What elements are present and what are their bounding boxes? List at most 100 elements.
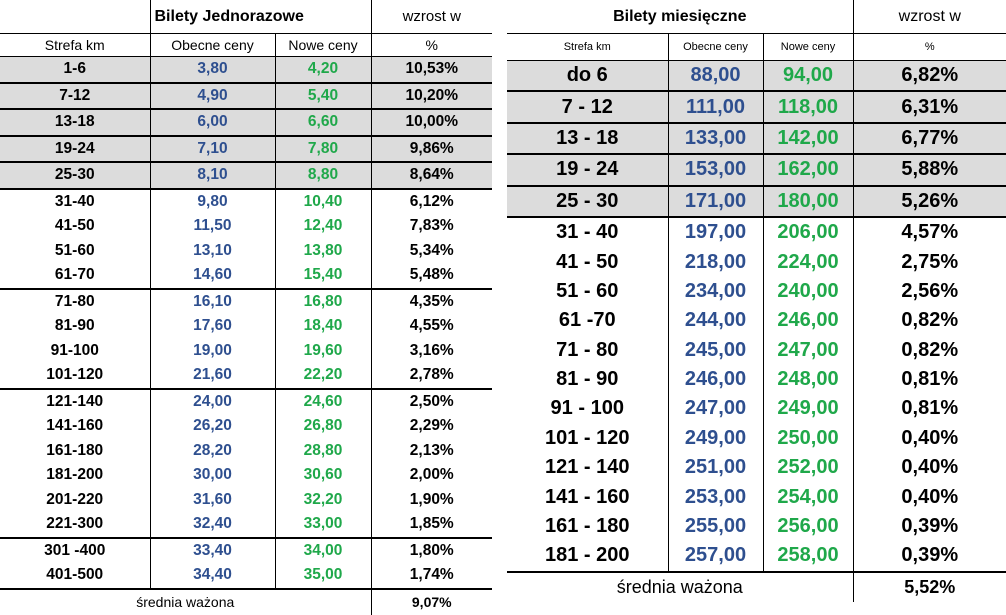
table-row: 91-100 19,00 19,60 3,16% bbox=[0, 338, 492, 363]
table-row: 101-120 21,60 22,20 2,78% bbox=[0, 363, 492, 389]
new-price-cell: 33,00 bbox=[274, 512, 371, 538]
new-price-cell: 118,00 bbox=[762, 90, 854, 123]
zone-cell: 121 - 140 bbox=[544, 456, 630, 479]
growth-pct-cell: 2,13% bbox=[370, 438, 492, 463]
table-row: 25 - 30 171,00 180,00 5,26% bbox=[507, 184, 1006, 217]
zone-cell: 101-120 bbox=[46, 366, 104, 384]
growth-pct-cell: 5,88% bbox=[852, 153, 1006, 186]
zone-cell: 181 - 200 bbox=[544, 544, 630, 567]
zone-cell: 61-70 bbox=[54, 266, 95, 284]
monthly-ticket-table: Bilety miesięczne wzrost w Strefa km Obe… bbox=[507, 0, 1006, 602]
single-footer-value: 9,07% bbox=[370, 587, 492, 615]
table-row: 41 - 50 218,00 224,00 2,75% bbox=[507, 247, 1006, 277]
zone-cell: 1-6 bbox=[0, 56, 150, 83]
table-row: 31-40 9,80 10,40 6,12% bbox=[0, 187, 492, 214]
new-price-cell: 26,80 bbox=[274, 414, 371, 439]
current-price-cell: 257,00 bbox=[667, 541, 763, 572]
table-row: 71-80 16,10 16,80 4,35% bbox=[0, 287, 492, 314]
growth-pct-cell: 1,74% bbox=[370, 563, 492, 589]
current-price-cell: 6,00 bbox=[149, 108, 275, 136]
current-price-cell: 3,80 bbox=[149, 56, 275, 83]
current-price-cell: 30,00 bbox=[149, 463, 275, 488]
zone-cell: 25 - 30 bbox=[507, 184, 668, 217]
growth-pct-cell: 6,12% bbox=[370, 187, 492, 214]
table-row: 41-50 11,50 12,40 7,83% bbox=[0, 214, 492, 239]
new-price-cell: 35,00 bbox=[274, 563, 371, 589]
growth-pct-cell: 4,55% bbox=[370, 314, 492, 339]
growth-pct-cell: 0,40% bbox=[852, 482, 1006, 512]
new-price-cell: 16,80 bbox=[274, 287, 371, 314]
growth-pct-cell: 2,75% bbox=[852, 247, 1006, 277]
new-price-cell: 256,00 bbox=[762, 511, 854, 542]
new-price-cell: 248,00 bbox=[762, 364, 854, 395]
col-current-header: Obecne ceny bbox=[149, 33, 275, 57]
table-row: 181-200 30,00 30,60 2,00% bbox=[0, 463, 492, 488]
current-price-cell: 31,60 bbox=[149, 487, 275, 512]
table-row: 161 - 180 255,00 256,00 0,39% bbox=[507, 511, 1006, 542]
new-price-cell: 254,00 bbox=[762, 482, 854, 512]
monthly-footer-label: średnia ważona bbox=[507, 570, 854, 602]
table-row: 81 - 90 246,00 248,00 0,81% bbox=[507, 364, 1006, 395]
growth-pct-cell: 0,82% bbox=[852, 306, 1006, 336]
zone-cell: do 6 bbox=[507, 60, 668, 92]
growth-pct-cell: 4,57% bbox=[852, 215, 1006, 248]
monthly-title: Bilety miesięczne bbox=[507, 0, 854, 34]
current-price-cell: 24,00 bbox=[149, 387, 275, 414]
zone-cell: 51 - 60 bbox=[556, 279, 619, 302]
current-price-cell: 32,40 bbox=[149, 512, 275, 538]
zone-cell: 31 - 40 bbox=[507, 215, 668, 248]
table-row: 181 - 200 257,00 258,00 0,39% bbox=[507, 541, 1006, 572]
new-price-cell: 4,20 bbox=[274, 56, 371, 83]
current-price-cell: 11,50 bbox=[149, 214, 275, 239]
new-price-cell: 142,00 bbox=[762, 121, 854, 155]
table-row: 91 - 100 247,00 249,00 0,81% bbox=[507, 394, 1006, 424]
table-row: 101 - 120 249,00 250,00 0,40% bbox=[507, 423, 1006, 454]
zone-cell: 101 - 120 bbox=[544, 426, 630, 449]
new-price-cell: 28,80 bbox=[274, 438, 371, 463]
growth-pct-cell: 2,00% bbox=[370, 463, 492, 488]
zone-cell: 31-40 bbox=[0, 187, 150, 214]
growth-pct-cell: 0,81% bbox=[852, 394, 1006, 424]
new-price-cell: 19,60 bbox=[274, 338, 371, 363]
growth-pct-cell: 10,00% bbox=[370, 108, 492, 136]
growth-pct-cell: 2,29% bbox=[370, 414, 492, 439]
current-price-cell: 244,00 bbox=[667, 306, 763, 336]
table-row: 51 - 60 234,00 240,00 2,56% bbox=[507, 276, 1006, 307]
new-price-cell: 250,00 bbox=[762, 423, 854, 454]
current-price-cell: 253,00 bbox=[667, 482, 763, 512]
current-price-cell: 8,10 bbox=[149, 161, 275, 189]
col-zone-header: Strefa km bbox=[0, 33, 150, 57]
zone-cell: 91-100 bbox=[50, 341, 99, 359]
table-row: 161-180 28,20 28,80 2,13% bbox=[0, 438, 492, 463]
new-price-cell: 258,00 bbox=[762, 541, 854, 572]
new-price-cell: 7,80 bbox=[274, 134, 371, 162]
current-price-cell: 9,80 bbox=[149, 187, 275, 214]
zone-cell: 13-18 bbox=[0, 108, 150, 136]
table-row: 1-6 3,80 4,20 10,53% bbox=[0, 56, 492, 83]
current-price-cell: 171,00 bbox=[667, 184, 763, 217]
zone-cell: 141-160 bbox=[46, 417, 104, 435]
single-title: Bilety Jednorazowe bbox=[149, 0, 371, 34]
new-price-cell: 180,00 bbox=[762, 184, 854, 217]
current-price-cell: 218,00 bbox=[667, 247, 763, 277]
blank-header bbox=[0, 0, 150, 34]
table-row: 51-60 13,10 13,80 5,34% bbox=[0, 238, 492, 263]
col-pct-header: % bbox=[852, 33, 1006, 61]
table-row: 221-300 32,40 33,00 1,85% bbox=[0, 512, 492, 538]
current-price-cell: 13,10 bbox=[149, 238, 275, 263]
current-price-cell: 88,00 bbox=[667, 60, 763, 92]
growth-pct-cell: 8,64% bbox=[370, 161, 492, 189]
growth-pct-cell: 5,48% bbox=[370, 263, 492, 289]
new-price-cell: 12,40 bbox=[274, 214, 371, 239]
current-price-cell: 17,60 bbox=[149, 314, 275, 339]
table-row: do 6 88,00 94,00 6,82% bbox=[507, 60, 1006, 92]
current-price-cell: 19,00 bbox=[149, 338, 275, 363]
zone-cell: 7-12 bbox=[0, 81, 150, 109]
growth-pct-cell: 5,34% bbox=[370, 238, 492, 263]
current-price-cell: 246,00 bbox=[667, 364, 763, 395]
current-price-cell: 28,20 bbox=[149, 438, 275, 463]
current-price-cell: 249,00 bbox=[667, 423, 763, 454]
single-footer-label: średnia ważona bbox=[0, 587, 371, 615]
single-growth-header: wzrost w bbox=[370, 0, 492, 34]
zone-cell: 25-30 bbox=[0, 161, 150, 189]
